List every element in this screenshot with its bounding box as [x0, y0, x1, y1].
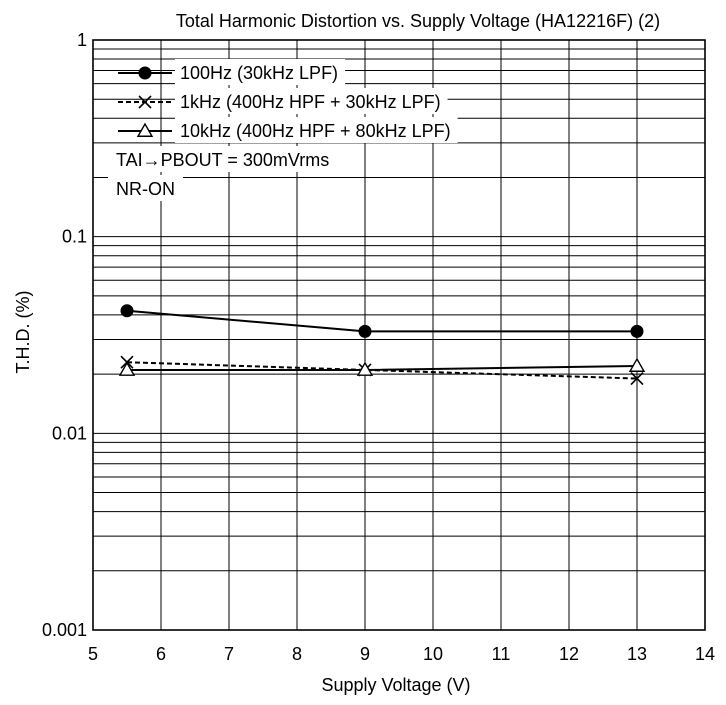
chart-title: Total Harmonic Distortion vs. Supply Vol…	[176, 11, 660, 31]
x-tick-label: 14	[695, 644, 715, 664]
legend-label-bg	[175, 117, 458, 143]
annotation-text: NR-ON	[116, 179, 175, 199]
x-tick-labels: 5 6 7 8 9 10 11 12 13 14	[88, 644, 715, 664]
data-point-x	[138, 95, 152, 109]
legend-label: 1kHz (400Hz HPF + 30kHz LPF)	[180, 92, 441, 112]
x-tick-label: 11	[492, 644, 511, 664]
legend-label-bg	[175, 88, 448, 114]
plot-frame	[92, 39, 706, 631]
legend: 100Hz (30kHz LPF) 1kHz (400Hz HPF + 30kHz…	[108, 59, 458, 201]
annotation-bg	[108, 146, 338, 172]
x-tick-label: 13	[627, 644, 647, 664]
legend-label: 10kHz (400Hz HPF + 80kHz LPF)	[180, 121, 451, 141]
y-tick-label: 0.1	[62, 227, 87, 247]
data-point-x	[630, 371, 644, 386]
legend-label: 100Hz (30kHz LPF)	[180, 63, 338, 83]
y-tick-label: 0.001	[42, 620, 87, 640]
series-line-1	[126, 309, 637, 333]
x-tick-label: 12	[559, 644, 579, 664]
data-point-triangle	[136, 122, 154, 137]
annotation-bg	[108, 175, 183, 201]
annotation-text: TAI→PBOUT = 300mVrms	[116, 150, 329, 170]
x-tick-label: 10	[423, 644, 443, 664]
x-tick-label: 8	[292, 644, 302, 664]
data-point-circle	[120, 304, 134, 318]
x-tick-label: 5	[88, 644, 98, 664]
x-tick-label: 6	[156, 644, 166, 664]
series-line-3	[127, 364, 638, 371]
y-tick-labels: 0.001 0.01 0.1 1	[42, 30, 87, 640]
series-group	[118, 304, 646, 386]
data-point-triangle	[628, 357, 646, 372]
x-axis-label: Supply Voltage (V)	[321, 675, 470, 695]
data-point-circle	[358, 324, 372, 338]
y-tick-label: 1	[77, 30, 87, 50]
data-point-x-stroke	[138, 95, 152, 109]
data-point-x-stroke	[630, 371, 644, 386]
legend-label-bg	[175, 59, 346, 85]
x-tick-label: 7	[224, 644, 234, 664]
series-line-2	[126, 361, 638, 380]
data-point-circle	[138, 66, 152, 80]
data-point-triangle	[356, 361, 374, 376]
y-axis-label: T.H.D. (%)	[13, 291, 33, 374]
y-tick-label: 0.01	[52, 423, 87, 443]
data-point-circle	[630, 324, 644, 338]
x-tick-label: 9	[360, 644, 370, 664]
grid	[93, 40, 705, 630]
data-point-triangle	[118, 361, 136, 376]
